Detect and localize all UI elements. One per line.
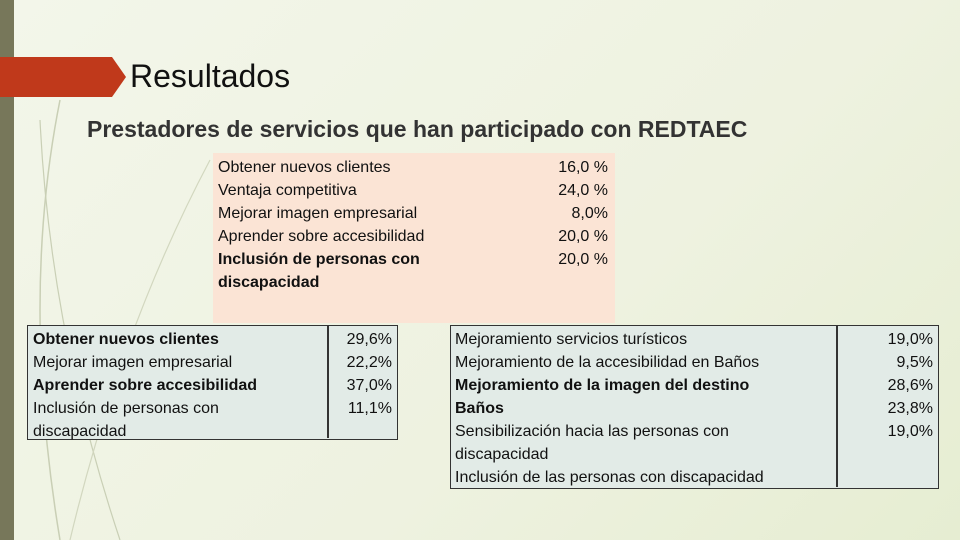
label: Mejoramiento de la imagen del destino Ba… bbox=[455, 377, 750, 417]
table-3: Mejoramiento servicios turísticos Mejora… bbox=[450, 325, 939, 489]
value: 8,0% bbox=[571, 205, 608, 222]
value: 23,8% bbox=[887, 400, 933, 417]
label: Mejorar imagen empresarial bbox=[218, 205, 418, 222]
value: 37,0% bbox=[346, 377, 392, 394]
table-1: Obtener nuevos clientes Ventaja competit… bbox=[213, 153, 615, 323]
label: Aprender sobre accesibilidad bbox=[218, 228, 425, 245]
value: 11,1% bbox=[347, 400, 392, 417]
side-bar bbox=[0, 0, 14, 540]
subtitle: Prestadores de servicios que han partici… bbox=[87, 116, 748, 142]
value: 28,6% bbox=[887, 377, 933, 394]
label: Sensibilización hacia las personas con d… bbox=[455, 423, 729, 463]
value: 16,0 % bbox=[558, 159, 608, 176]
label: Inclusión de personas con discapacidad bbox=[218, 251, 420, 291]
value: 22,2% bbox=[346, 354, 392, 371]
label: Mejoramiento servicios turísticos bbox=[455, 331, 688, 348]
value: 29,6% bbox=[346, 331, 392, 348]
table-2: Obtener nuevos clientes Mejorar imagen e… bbox=[27, 325, 398, 440]
value: 20,0 % bbox=[558, 251, 608, 268]
label: Inclusión de personas con discapacidad bbox=[33, 400, 219, 440]
label: Ventaja competitiva bbox=[218, 182, 357, 199]
label: Mejoramiento de la accesibilidad en Baño… bbox=[455, 354, 760, 371]
value: 20,0 % bbox=[558, 228, 608, 245]
value: 24,0 % bbox=[558, 182, 608, 199]
value: 9,5% bbox=[896, 354, 933, 371]
label: Inclusión de las personas con discapacid… bbox=[455, 469, 764, 486]
value: 19,0% bbox=[887, 423, 933, 440]
label: Mejorar imagen empresarial bbox=[33, 354, 233, 371]
value: 19,0% bbox=[887, 331, 933, 348]
label: Obtener nuevos clientes bbox=[33, 331, 219, 348]
label: Aprender sobre accesibilidad bbox=[33, 377, 258, 394]
title: Resultados bbox=[130, 58, 291, 94]
label: Obtener nuevos clientes bbox=[218, 159, 391, 176]
